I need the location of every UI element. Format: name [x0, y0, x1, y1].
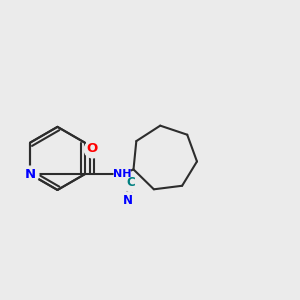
Text: C: C [127, 176, 136, 189]
Text: O: O [86, 142, 98, 155]
Text: N: N [123, 194, 133, 207]
Text: NH: NH [113, 169, 131, 179]
Text: N: N [25, 168, 36, 181]
